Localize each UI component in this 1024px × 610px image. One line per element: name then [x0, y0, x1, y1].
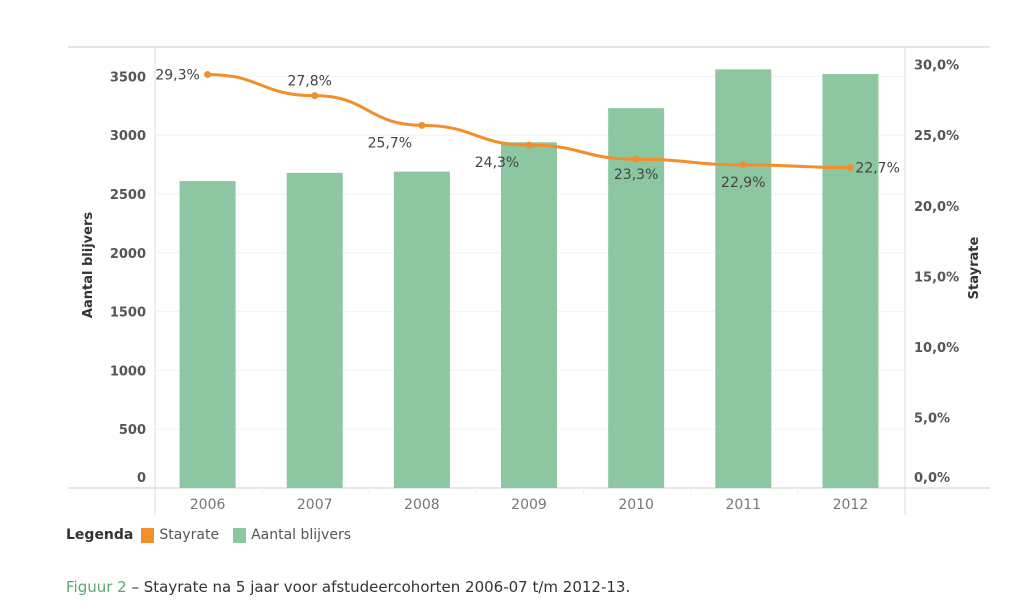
y-tick-right: 25,0%: [914, 129, 959, 144]
legend-swatch-orange: [141, 527, 155, 543]
bar-2012: [822, 74, 879, 488]
y-axis-right-title: Stayrate: [967, 236, 982, 299]
stayrate-point: [418, 121, 426, 129]
x-tick: 2010: [618, 497, 654, 513]
y-tick-left: 2000: [110, 247, 146, 262]
legend-label: Aantal blijvers: [251, 527, 352, 543]
data-label: 27,8%: [287, 74, 331, 90]
chart: 29,3% 27,8% 25,7% 24,3% 23,3% 22,9% 22,7% 0 500…: [68, 46, 990, 515]
bar-2010: [608, 108, 665, 488]
y-tick-right: 20,0%: [914, 200, 959, 215]
y-axis-left-title: Aantal blijvers: [81, 212, 96, 318]
x-tick: 2012: [833, 497, 869, 513]
y-tick-left: 1000: [110, 364, 146, 379]
bar-2011: [715, 69, 772, 489]
figure-number: Figuur 2: [66, 578, 127, 596]
stayrate-point: [204, 71, 212, 79]
stayrate-point: [739, 161, 747, 169]
stayrate-point: [525, 141, 533, 149]
bar-2006: [179, 181, 236, 488]
y-tick-right: 15,0%: [914, 270, 959, 285]
legend-swatch-green: [233, 527, 247, 543]
x-tick: 2011: [725, 497, 761, 513]
caption-text: – Stayrate na 5 jaar voor afstudeercohor…: [126, 578, 631, 596]
y-tick-left: 3000: [110, 129, 146, 144]
bar-2008: [393, 171, 450, 488]
y-tick-right: 5,0%: [914, 411, 950, 426]
y-tick-right: 10,0%: [914, 341, 959, 356]
y-tick-left: 1500: [110, 306, 146, 321]
y-tick-left: 500: [119, 423, 146, 438]
data-label: 25,7%: [368, 135, 412, 151]
figure-caption: Figuur 2 – Stayrate na 5 jaar voor afstu…: [66, 578, 630, 596]
y-tick-right: 0,0%: [914, 471, 950, 486]
y-tick-right: 30,0%: [914, 59, 959, 74]
legend-item-blijvers: Aantal blijvers: [233, 527, 351, 543]
x-tick: 2009: [511, 497, 547, 513]
legend-title: Legenda: [66, 527, 134, 543]
stayrate-point: [846, 164, 854, 172]
x-tick: 2007: [297, 497, 333, 513]
bar-2007: [286, 172, 343, 488]
data-label: 22,9%: [721, 175, 765, 191]
data-label: 22,7%: [855, 161, 899, 177]
data-label: 29,3%: [155, 68, 199, 84]
stayrate-point: [632, 155, 640, 163]
x-tick: 2008: [404, 497, 440, 513]
y-tick-left: 3500: [110, 70, 146, 85]
legend: Legenda Stayrate Aantal blijvers: [66, 527, 365, 543]
data-label: 24,3%: [475, 155, 519, 171]
data-label: 23,3%: [614, 167, 658, 183]
x-tick: 2006: [190, 497, 226, 513]
y-tick-left: 2500: [110, 188, 146, 203]
legend-item-stayrate: Stayrate: [141, 527, 219, 543]
legend-label: Stayrate: [159, 527, 220, 543]
stayrate-point: [311, 92, 319, 100]
y-tick-left: 0: [137, 471, 146, 486]
bar-2009: [501, 142, 557, 489]
